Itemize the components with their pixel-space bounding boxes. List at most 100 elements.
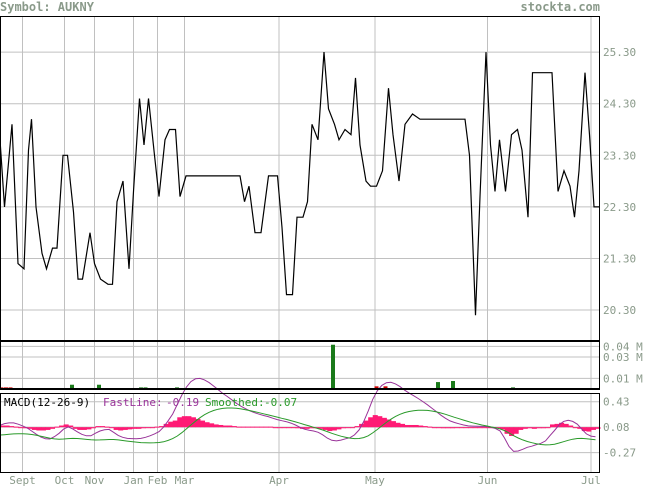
macd-histogram-bar <box>95 426 101 428</box>
x-axis-label: Oct <box>55 474 75 486</box>
macd-histogram-bar <box>500 427 506 430</box>
macd-histogram-bar <box>440 427 446 429</box>
macd-histogram-bar <box>263 426 269 428</box>
macd-histogram-bar <box>118 427 124 431</box>
macd-smoothed-line <box>0 407 596 446</box>
macd-histogram-bar <box>504 427 510 434</box>
x-axis-label: Feb <box>148 474 168 486</box>
price-tick-label: 20.30 <box>603 304 636 317</box>
macd-histogram-bar <box>131 427 137 429</box>
macd-histogram-bar <box>318 427 324 429</box>
macd-histogram-bar <box>50 427 56 429</box>
price-line <box>0 52 600 316</box>
macd-histogram-bar <box>72 427 78 429</box>
macd-histogram-bar <box>377 416 383 428</box>
macd-histogram-bar <box>509 427 515 436</box>
macd-histogram-bar <box>250 426 256 428</box>
macd-histogram-bar <box>259 426 265 428</box>
macd-histogram-bar <box>86 427 92 430</box>
volume-tick-label: 0.01 M <box>603 372 643 385</box>
macd-histogram-bar <box>163 423 169 428</box>
volume-bar <box>436 382 440 389</box>
macd-histogram-bar <box>177 417 183 428</box>
macd-histogram-bar <box>304 427 310 429</box>
macd-histogram-bar <box>290 427 296 429</box>
macd-histogram-bar <box>345 427 351 429</box>
x-axis-label: Jun <box>478 474 498 486</box>
macd-histogram-bar <box>518 427 524 430</box>
macd-histogram-bar <box>18 427 24 429</box>
macd-histogram-bar <box>386 419 392 428</box>
macd-tick-label: 0.43 <box>603 396 630 409</box>
macd-histogram-bar <box>477 427 483 429</box>
macd-histogram-bar <box>272 427 278 429</box>
macd-histogram-bar <box>68 425 74 428</box>
macd-title: MACD(12-26-9) <box>4 396 90 409</box>
macd-histogram-bar <box>181 416 187 428</box>
volume-bar <box>374 386 379 389</box>
macd-histogram-bar <box>436 427 442 429</box>
macd-histogram-bar <box>350 427 356 429</box>
macd-histogram-bar <box>186 416 192 428</box>
macd-histogram-bar <box>254 426 260 428</box>
macd-histogram-bar <box>527 427 533 429</box>
macd-histogram-bar <box>54 426 60 428</box>
macd-histogram-bar <box>404 424 410 428</box>
macd-histogram-bar <box>368 417 374 428</box>
x-axis-label: Apr <box>269 474 289 486</box>
price-tick-label: 22.30 <box>603 201 636 214</box>
macd-histogram-bar <box>122 427 128 430</box>
macd-histogram-bar <box>268 426 274 428</box>
x-axis-label: Jul <box>581 474 601 486</box>
macd-histogram-bar <box>409 424 415 428</box>
macd-histogram-bar <box>277 427 283 429</box>
macd-histogram-bar <box>450 427 456 429</box>
macd-histogram-bar <box>513 427 519 434</box>
macd-histogram-bar <box>354 426 360 428</box>
macd-histogram-bar <box>431 427 437 429</box>
macd-histogram-bar <box>154 426 160 428</box>
macd-histogram-bar <box>572 427 578 429</box>
macd-histogram-bar <box>200 420 206 428</box>
macd-histogram-bar <box>550 424 556 428</box>
volume-tick-label: 0.04 M <box>603 340 643 353</box>
macd-histogram-bar <box>327 427 333 432</box>
macd-histogram-bar <box>172 420 178 428</box>
macd-histogram-bar <box>27 427 33 429</box>
price-tick-label: 25.30 <box>603 46 636 59</box>
volume-bar <box>451 381 455 389</box>
macd-histogram-bar <box>195 418 201 428</box>
macd-histogram-bar <box>236 426 242 428</box>
macd-histogram-bar <box>563 423 569 428</box>
macd-histogram-bar <box>390 421 396 428</box>
macd-fastline <box>0 377 596 452</box>
macd-histogram-bar <box>340 427 346 429</box>
x-axis-label: May <box>365 474 385 486</box>
macd-fastline-value: -0.19 <box>166 396 199 409</box>
macd-histogram-bar <box>595 427 601 429</box>
macd-histogram-bar <box>577 427 583 429</box>
macd-histogram-bar <box>559 422 565 428</box>
macd-histogram-bar <box>222 425 228 428</box>
macd-histogram-bar <box>531 427 537 429</box>
macd-histogram-bar <box>395 422 401 428</box>
volume-bar <box>383 386 388 389</box>
macd-histogram-bar <box>322 427 328 430</box>
volume-panel <box>0 344 515 389</box>
macd-histogram-bar <box>45 427 51 430</box>
macd-histogram-bar <box>31 427 37 430</box>
macd-histogram-bar <box>459 427 465 429</box>
macd-histogram-bar <box>127 427 133 430</box>
price-tick-label: 21.30 <box>603 252 636 265</box>
macd-histogram-bar <box>159 426 165 428</box>
macd-histogram-bar <box>0 425 6 428</box>
macd-histogram-bar <box>140 427 146 429</box>
macd-histogram-bar <box>190 417 196 428</box>
macd-histogram-bar <box>418 425 424 428</box>
site-watermark: stockta.com <box>520 0 600 14</box>
macd-histogram-bar <box>204 422 210 428</box>
macd-histogram-bar <box>213 424 219 428</box>
macd-histogram-bar <box>168 421 174 428</box>
macd-histogram-bar <box>59 425 65 428</box>
panel-frames <box>0 16 600 473</box>
